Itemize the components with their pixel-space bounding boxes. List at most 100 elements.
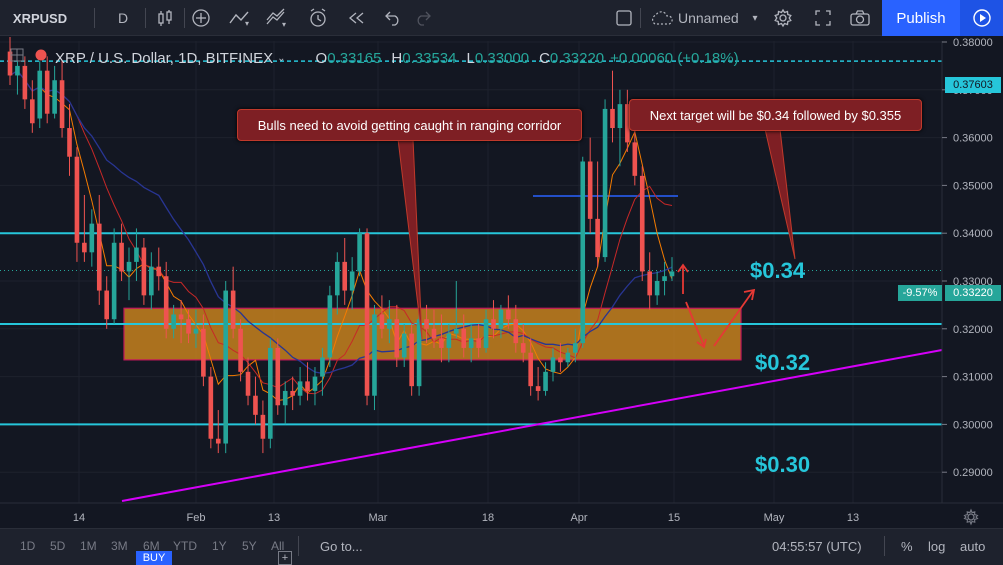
candle-body[interactable] xyxy=(424,319,429,329)
candle-body[interactable] xyxy=(647,271,652,296)
note-ranging-corridor[interactable]: Bulls need to avoid getting caught in ra… xyxy=(237,109,582,141)
candle[interactable] xyxy=(104,276,110,329)
candle[interactable] xyxy=(37,61,43,129)
candle[interactable] xyxy=(74,147,80,262)
candle[interactable] xyxy=(409,324,414,396)
candle-body[interactable] xyxy=(565,352,571,363)
candle-body[interactable] xyxy=(342,261,348,291)
candle-body[interactable] xyxy=(446,333,452,348)
range-button-1d[interactable]: 1D xyxy=(20,539,36,553)
candle-body[interactable] xyxy=(379,314,385,329)
candle-body[interactable] xyxy=(52,80,57,114)
candle[interactable] xyxy=(245,357,251,406)
candle[interactable] xyxy=(149,252,154,310)
candle[interactable] xyxy=(483,309,489,353)
candle-body[interactable] xyxy=(141,247,147,296)
candle[interactable] xyxy=(67,104,72,176)
candle[interactable] xyxy=(52,65,57,119)
candle-body[interactable] xyxy=(491,319,496,329)
candle-body[interactable] xyxy=(431,328,437,339)
candle[interactable] xyxy=(595,161,600,267)
candle[interactable] xyxy=(126,247,132,301)
candle[interactable] xyxy=(156,247,162,291)
candle-body[interactable] xyxy=(30,99,35,124)
candle[interactable] xyxy=(416,309,422,396)
candle[interactable] xyxy=(587,137,593,234)
fullscreen-icon[interactable] xyxy=(810,0,836,36)
candle[interactable] xyxy=(201,314,206,387)
candle-body[interactable] xyxy=(119,242,124,272)
candle-body[interactable] xyxy=(625,104,630,143)
candle-body[interactable] xyxy=(238,328,243,372)
candle[interactable] xyxy=(230,266,236,339)
symbol-search[interactable]: XRPUSD xyxy=(12,10,68,26)
candle[interactable] xyxy=(208,367,214,449)
candle-body[interactable] xyxy=(476,338,481,348)
candle-body[interactable] xyxy=(282,390,288,406)
candle-body[interactable] xyxy=(260,414,266,439)
publish-button[interactable]: Publish xyxy=(882,0,960,36)
candle[interactable] xyxy=(372,304,377,411)
candle[interactable] xyxy=(647,252,652,310)
candle[interactable] xyxy=(89,209,95,267)
candle[interactable] xyxy=(632,123,638,186)
redo-icon[interactable] xyxy=(410,0,436,36)
candle-body[interactable] xyxy=(572,343,578,353)
candle[interactable] xyxy=(387,300,392,344)
candle[interactable] xyxy=(364,228,370,406)
candle[interactable] xyxy=(461,314,467,358)
candle-body[interactable] xyxy=(15,65,20,76)
candle[interactable] xyxy=(22,56,28,109)
candle-body[interactable] xyxy=(37,70,43,119)
candle-body[interactable] xyxy=(104,290,110,320)
candle[interactable] xyxy=(320,347,325,396)
candle[interactable] xyxy=(401,324,407,368)
candle[interactable] xyxy=(186,309,191,344)
candle[interactable] xyxy=(342,237,348,305)
candle-body[interactable] xyxy=(305,381,310,391)
candle-body[interactable] xyxy=(111,242,117,320)
candle-body[interactable] xyxy=(67,128,72,157)
range-button-1y[interactable]: 1Y xyxy=(212,539,227,553)
candle[interactable] xyxy=(662,261,667,296)
candle[interactable] xyxy=(327,285,333,368)
candle[interactable] xyxy=(193,309,199,348)
candle[interactable] xyxy=(312,367,318,406)
candle[interactable] xyxy=(565,347,571,368)
candle-body[interactable] xyxy=(498,309,504,329)
candle[interactable] xyxy=(476,324,481,358)
candle[interactable] xyxy=(625,89,630,152)
candles[interactable] xyxy=(7,37,675,454)
candle-body[interactable] xyxy=(215,438,221,444)
candle-body[interactable] xyxy=(543,371,548,391)
candle[interactable] xyxy=(134,228,139,281)
auto-scale-toggle[interactable]: auto xyxy=(960,538,986,554)
play-icon[interactable] xyxy=(960,0,1003,36)
add-panel-icon[interactable]: + xyxy=(278,551,292,565)
candle[interactable] xyxy=(215,410,221,454)
candle-body[interactable] xyxy=(372,314,377,396)
candle[interactable] xyxy=(178,300,184,344)
candle[interactable] xyxy=(431,309,437,348)
candle[interactable] xyxy=(59,61,65,138)
candle-body[interactable] xyxy=(149,266,154,296)
candle[interactable] xyxy=(528,338,533,396)
settings-icon[interactable] xyxy=(770,0,796,36)
candle-body[interactable] xyxy=(320,357,325,377)
candle-body[interactable] xyxy=(163,276,169,329)
range-button-all[interactable]: All xyxy=(271,539,285,553)
candle-body[interactable] xyxy=(59,80,65,129)
candle-body[interactable] xyxy=(268,347,273,439)
bar-style-icon[interactable] xyxy=(152,0,178,36)
candle[interactable] xyxy=(268,338,273,449)
candle-body[interactable] xyxy=(580,161,586,344)
candle-body[interactable] xyxy=(528,352,533,387)
candle[interactable] xyxy=(550,347,556,382)
candle-body[interactable] xyxy=(22,65,28,100)
candle-body[interactable] xyxy=(639,175,645,272)
candle-body[interactable] xyxy=(134,247,139,262)
candle[interactable] xyxy=(617,89,623,167)
candle-body[interactable] xyxy=(409,333,414,387)
candle-body[interactable] xyxy=(290,390,295,396)
candle-body[interactable] xyxy=(632,142,638,176)
